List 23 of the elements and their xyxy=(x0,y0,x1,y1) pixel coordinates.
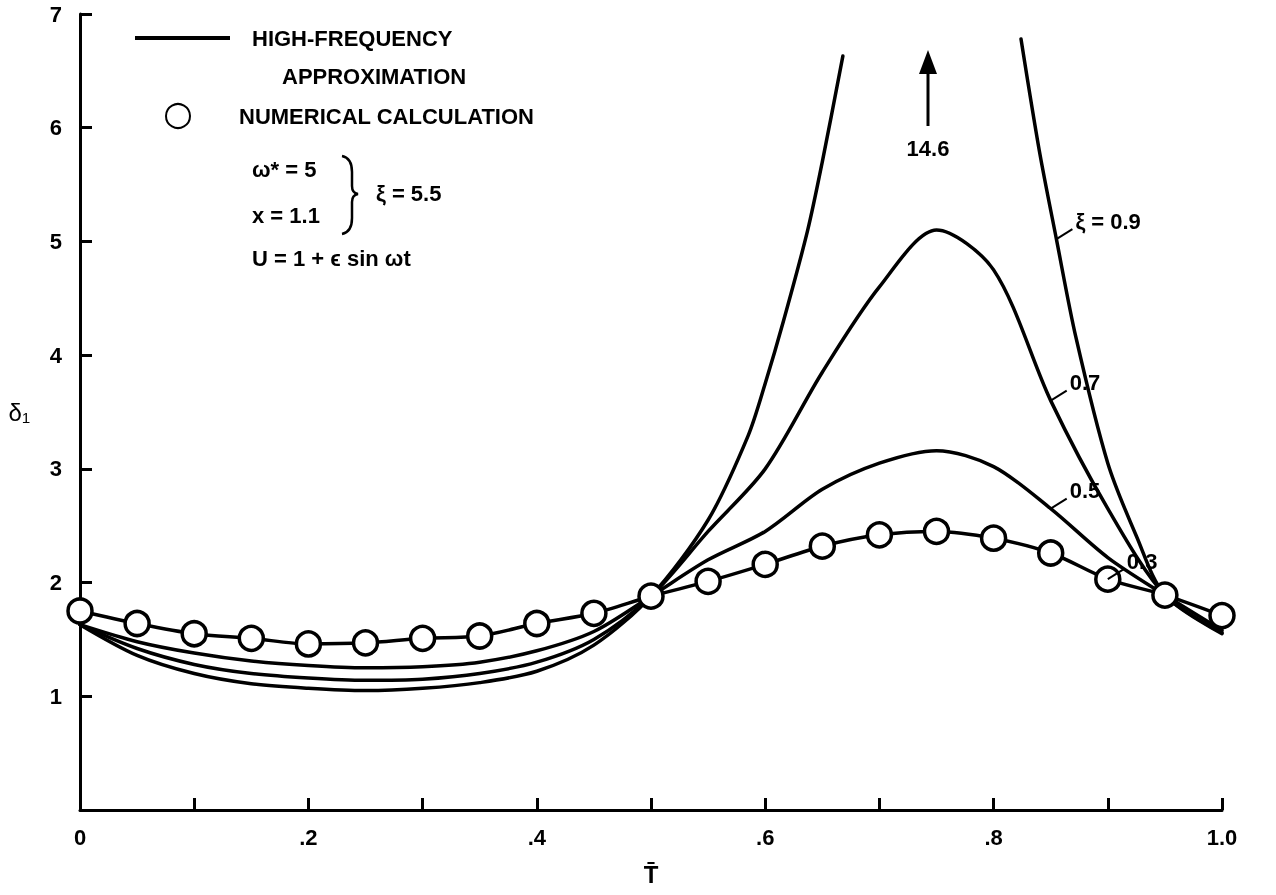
y-tick-label: 1 xyxy=(49,683,62,709)
annotation: U = 1 + ϵ sin ωt xyxy=(252,245,412,271)
y-tick-label: 7 xyxy=(49,1,62,27)
y-tick-label: 6 xyxy=(49,115,62,141)
y-tick-label: 3 xyxy=(49,456,62,482)
annotation: ξ = 5.5 xyxy=(376,180,442,206)
x-tick-label: .8 xyxy=(984,824,1003,850)
x-tick-label: .2 xyxy=(299,824,318,850)
y-tick-label: 4 xyxy=(49,342,63,368)
y-tick-label: 5 xyxy=(49,228,62,254)
y-axis-title: δ₁ xyxy=(8,398,30,426)
x-tick-label: .4 xyxy=(527,824,547,850)
y-tick-label: 2 xyxy=(49,570,62,596)
legend-label: NUMERICAL CALCULATION xyxy=(239,103,534,129)
annotation: HIGH-FREQUENCY APPROXIMATION xyxy=(252,25,467,89)
x-tick-label: .6 xyxy=(756,824,775,850)
legend-label: ξ = 0.9 xyxy=(1075,208,1141,234)
x-axis-title: T̄ xyxy=(643,860,659,888)
annotation: 14.6 xyxy=(906,135,950,161)
x-tick-label: 0 xyxy=(73,824,87,850)
annotation: ω* = 5 xyxy=(252,156,317,182)
annotation: x = 1.1 xyxy=(252,202,320,228)
x-tick-label: 1.0 xyxy=(1206,824,1238,850)
